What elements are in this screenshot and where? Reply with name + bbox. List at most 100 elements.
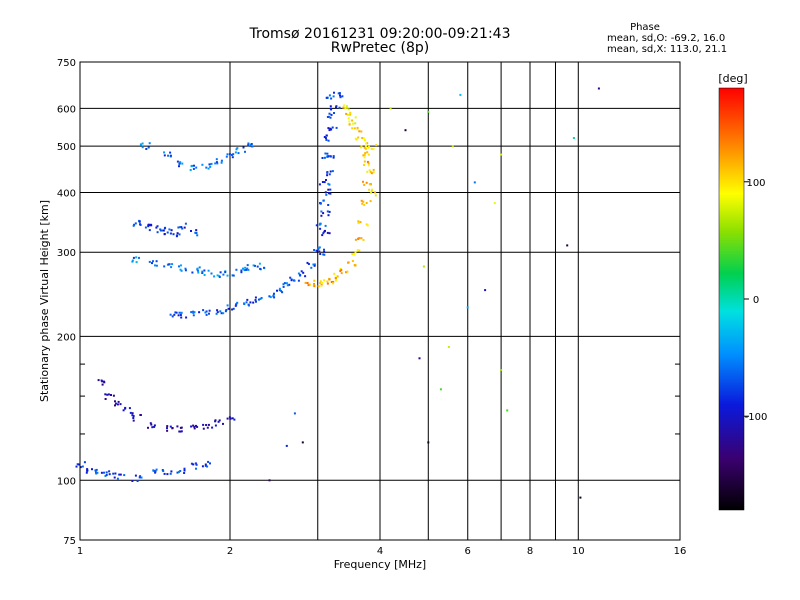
data-point [171, 263, 174, 266]
data-point [184, 267, 187, 270]
data-point [163, 233, 166, 236]
data-point [153, 425, 156, 428]
data-point [106, 393, 109, 396]
data-point [209, 165, 212, 168]
data-point [304, 281, 307, 284]
data-point [365, 202, 368, 204]
data-point [367, 153, 370, 156]
data-point [572, 137, 575, 139]
data-point [196, 425, 199, 428]
data-point [170, 266, 173, 269]
data-point [347, 108, 350, 111]
data-point [332, 156, 335, 159]
data-point [283, 282, 286, 285]
data-point [150, 423, 153, 426]
data-point [214, 420, 217, 423]
data-point [356, 249, 359, 251]
data-point [131, 412, 134, 415]
data-point [347, 113, 350, 116]
data-point [324, 224, 327, 227]
data-point [184, 222, 187, 225]
data-point [148, 229, 151, 232]
data-point [263, 266, 265, 269]
data-point [340, 272, 343, 275]
data-point [123, 474, 126, 477]
data-point [101, 383, 104, 386]
data-point [183, 469, 186, 472]
data-point [141, 142, 144, 145]
data-point [180, 430, 183, 433]
data-point [484, 289, 487, 292]
data-point [325, 179, 327, 181]
data-point [138, 256, 140, 259]
data-point [203, 274, 206, 276]
data-point [192, 310, 195, 313]
data-point [196, 267, 199, 270]
data-point [372, 168, 375, 171]
data-point [500, 369, 503, 372]
data-point [168, 263, 171, 266]
data-point [346, 270, 349, 273]
data-point [180, 264, 182, 267]
data-point [198, 311, 201, 314]
data-point [192, 424, 195, 427]
data-point [218, 419, 221, 422]
data-point [166, 473, 169, 476]
data-point [360, 146, 363, 149]
data-point [168, 228, 171, 231]
data-point [326, 171, 329, 173]
data-point [256, 265, 259, 268]
data-point [466, 306, 469, 309]
data-point [427, 110, 430, 113]
data-point [192, 168, 195, 170]
data-point [302, 271, 305, 274]
data-point [77, 463, 80, 466]
data-point [370, 147, 373, 150]
data-point [180, 269, 183, 272]
data-point [193, 164, 195, 167]
data-point [177, 226, 180, 229]
data-point [217, 420, 220, 423]
data-point [128, 407, 131, 410]
data-point [231, 417, 234, 420]
data-point [226, 304, 229, 307]
data-point [245, 268, 248, 271]
data-point [163, 265, 166, 268]
data-point [229, 417, 232, 420]
data-point [318, 250, 321, 253]
data-point [180, 316, 183, 319]
data-point [313, 285, 316, 288]
data-point [170, 229, 173, 232]
data-point [236, 301, 239, 304]
data-point [201, 272, 204, 274]
data-point [131, 414, 134, 417]
data-point [356, 126, 359, 129]
y-tick-label: 500 [57, 142, 76, 153]
data-point [278, 289, 281, 292]
data-point [166, 231, 169, 234]
data-point [317, 247, 319, 250]
data-point [323, 250, 326, 253]
data-point [151, 426, 154, 429]
colorbar-ticks: 100 0 -100 [744, 178, 767, 423]
data-point [349, 113, 352, 116]
data-point [190, 230, 192, 232]
data-point [235, 268, 238, 271]
data-point [86, 468, 89, 471]
data-point [246, 267, 249, 270]
data-point [331, 126, 334, 129]
data-point [360, 130, 363, 133]
data-point [132, 415, 135, 417]
data-point [312, 263, 315, 266]
data-point [176, 471, 179, 474]
data-point [202, 427, 205, 430]
data-point [226, 417, 229, 420]
data-point [365, 148, 367, 150]
data-point [119, 403, 122, 406]
data-point [362, 239, 365, 241]
data-point [169, 313, 172, 316]
data-point [112, 394, 115, 397]
data-point [334, 279, 337, 282]
data-point [107, 393, 110, 396]
data-point [335, 106, 337, 109]
